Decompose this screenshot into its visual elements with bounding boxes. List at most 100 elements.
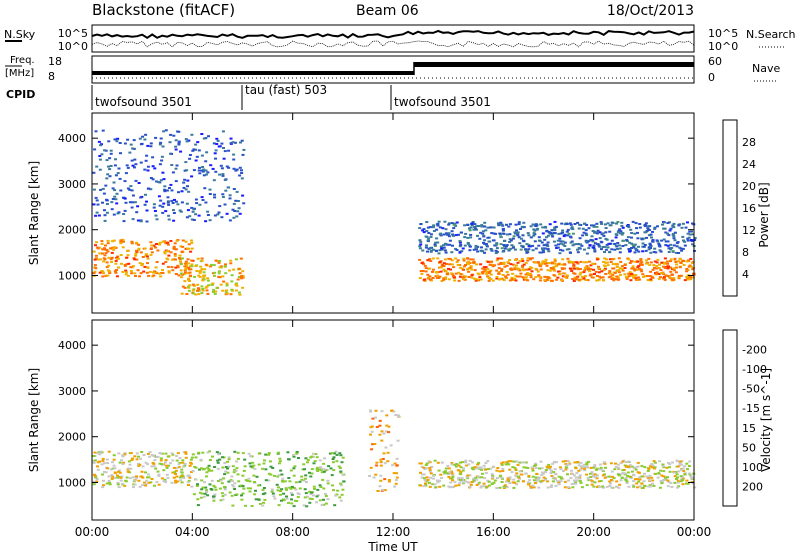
data-cell-band-3 [105,177,109,180]
data-cell-band-2 [584,275,587,278]
data-cell-band-2 [392,472,396,475]
data-cell-band-1 [209,265,213,268]
data-cell-band-3 [145,154,149,157]
data-cell-band-1 [214,290,218,293]
data-cell-band-2 [468,266,472,269]
data-cell-band-1 [216,461,220,464]
data-cell-band-2 [583,266,587,269]
data-cell-band-3 [131,147,135,150]
y-tick-label: 4000 [58,339,86,352]
data-cell-band-2 [686,269,690,272]
x-tick-label: 16:00 [476,525,511,539]
data-cell-band-1 [324,495,328,497]
data-cell-band-0 [141,484,145,487]
data-cell-band-2 [651,268,655,271]
data-cell-band-3 [677,470,681,473]
data-cell-band-1 [292,474,296,477]
data-cell-band-3 [214,170,218,173]
data-cell-band-0 [101,486,105,489]
data-cell-band-4 [468,229,472,232]
data-cell-band-1 [320,467,324,470]
data-cell-band-3 [675,473,679,476]
data-cell-band-3 [617,467,621,470]
data-cell-band-3 [495,469,499,472]
data-cell-band-4 [448,243,452,246]
data-cell-band-4 [672,244,676,247]
data-cell-band-3 [221,193,225,196]
data-cell-band-2 [601,276,605,279]
data-cell-band-2 [500,269,503,272]
data-cell-band-3 [204,169,208,172]
data-cell-band-1 [233,450,237,453]
data-cell-band-3 [147,187,151,190]
data-cell-band-4 [604,227,608,229]
data-cell-band-3 [554,484,558,487]
data-cell-band-4 [681,235,685,238]
data-cell-band-2 [508,279,512,282]
data-cell-band-0 [175,466,179,469]
data-cell-band-0 [146,452,150,455]
data-cell-band-1 [205,489,209,492]
data-cell-band-2 [394,479,398,482]
data-cell-band-4 [592,224,596,227]
data-cell-band-0 [131,457,134,460]
data-cell-band-4 [691,243,695,246]
data-cell-band-3 [98,158,102,161]
data-cell-band-3 [159,141,163,144]
data-cell-band-1 [192,284,196,287]
data-cell-band-0 [191,453,195,456]
data-cell-band-4 [593,248,597,251]
colorbar-tick-label: 28 [742,136,756,149]
data-cell-band-3 [550,484,553,487]
data-cell-band-2 [513,277,517,280]
data-cell-band-2 [558,273,561,276]
data-cell-band-0 [179,269,183,272]
data-cell-band-2 [605,258,609,261]
data-cell-band-2 [439,266,443,269]
data-cell-band-1 [339,484,343,487]
data-cell-band-0 [155,261,159,263]
data-cell-band-0 [150,465,154,468]
data-cell-band-3 [676,479,680,482]
data-cell-band-3 [228,219,232,222]
data-cell-band-1 [276,489,280,492]
data-cell-band-2 [382,432,386,435]
data-cell-band-0 [138,463,142,466]
data-cell-band-3 [468,485,472,488]
data-cell-band-2 [579,260,583,263]
data-cell-band-1 [278,457,282,460]
data-cell-band-3 [231,141,235,144]
data-cell-band-4 [454,247,458,250]
data-cell-band-0 [144,461,148,464]
data-cell-band-4 [683,240,687,243]
data-cell-band-1 [323,457,326,460]
data-cell-band-3 [215,143,219,145]
data-cell-band-0 [97,258,101,261]
data-cell-band-3 [124,172,128,175]
data-cell-band-3 [610,486,614,489]
data-cell-band-3 [115,140,119,143]
data-cell-band-0 [170,266,174,269]
data-cell-band-2 [614,278,617,281]
data-cell-band-3 [432,474,435,477]
data-cell-band-1 [199,265,203,268]
data-cell-band-2 [571,278,575,280]
data-cell-band-1 [257,463,261,466]
data-cell-band-2 [657,267,661,269]
data-cell-band-2 [418,258,422,261]
data-cell-band-2 [602,269,606,271]
data-cell-band-2 [624,276,628,279]
data-cell-band-0 [109,468,113,471]
data-cell-band-2 [672,277,676,280]
data-cell-band-0 [179,479,183,482]
data-cell-band-3 [190,133,194,136]
data-cell-band-0 [146,257,150,260]
data-cell-band-0 [116,255,120,258]
data-cell-band-0 [170,258,174,261]
data-cell-band-3 [594,468,598,471]
data-cell-band-2 [502,261,506,264]
data-cell-band-3 [508,476,512,479]
data-cell-band-0 [150,478,154,480]
data-cell-band-4 [468,244,472,247]
data-cell-band-3 [504,480,508,483]
